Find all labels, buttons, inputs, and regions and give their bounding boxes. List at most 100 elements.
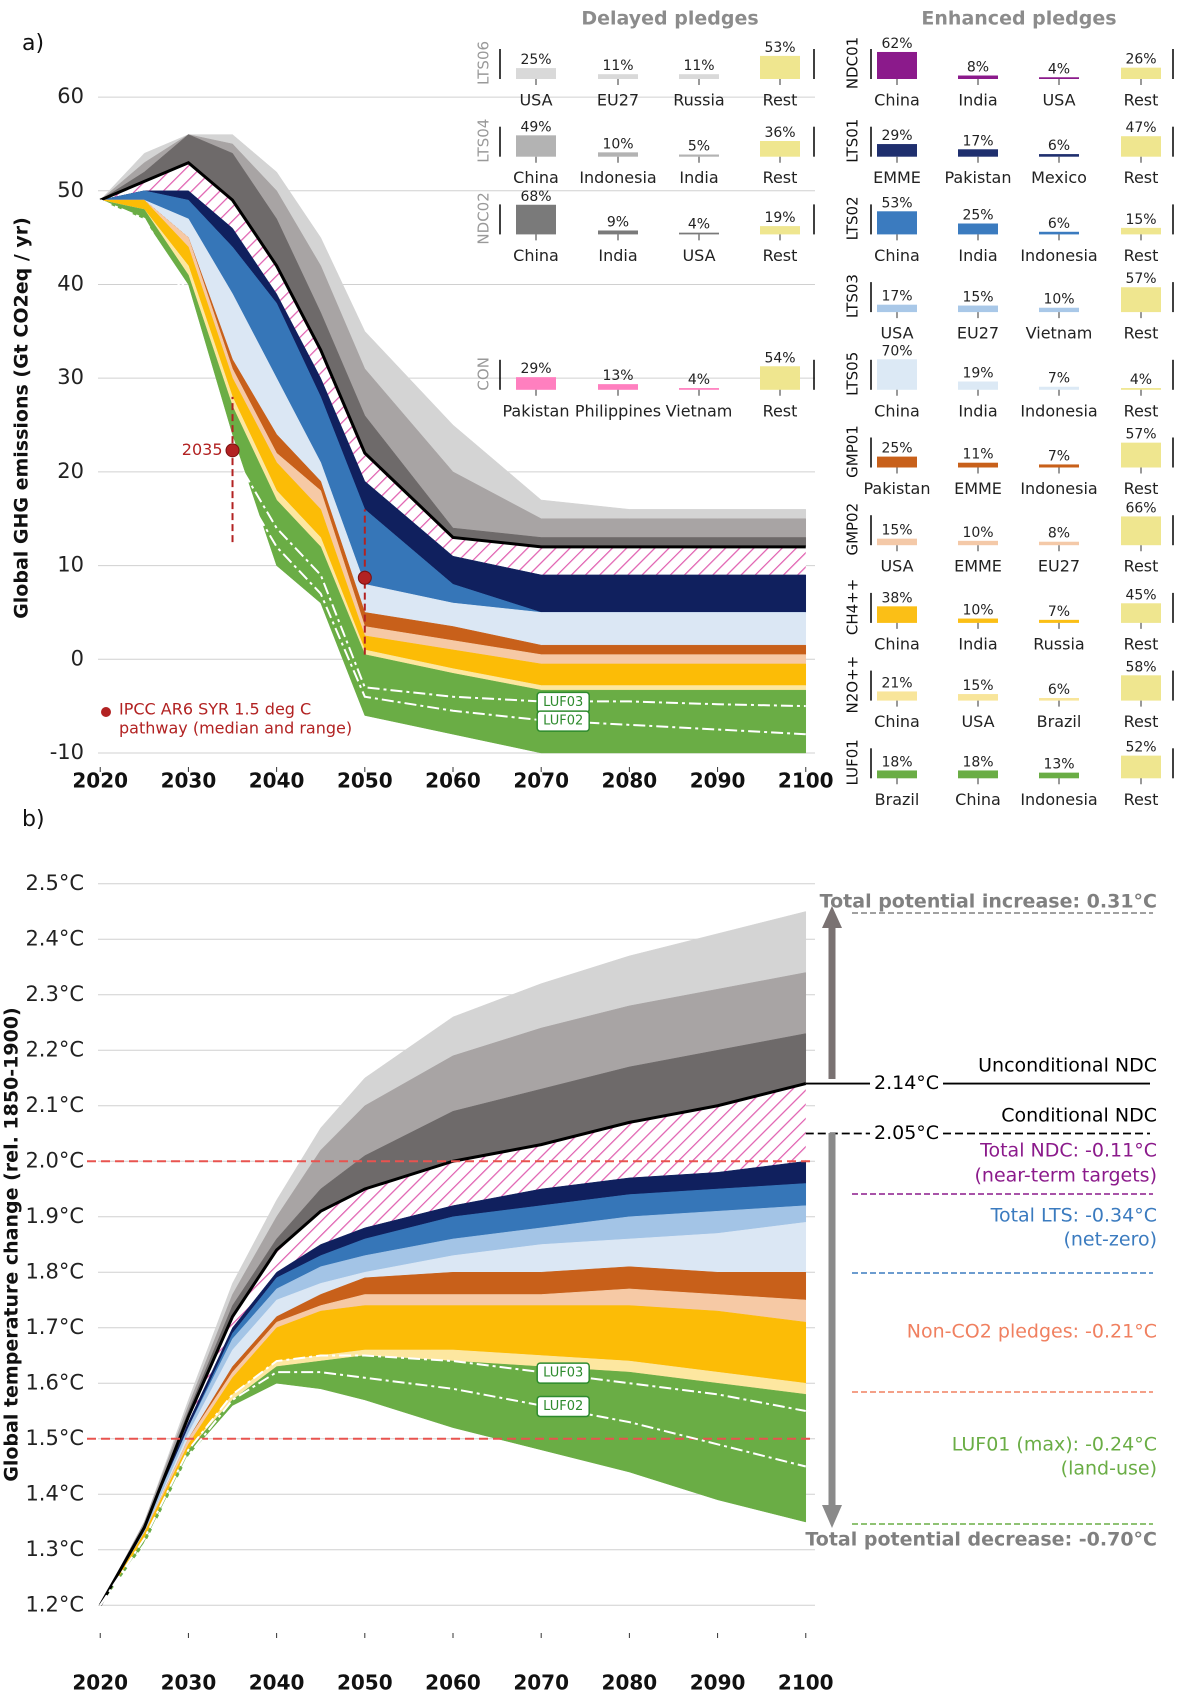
bar	[1121, 388, 1161, 390]
pledge-title: LTS05	[844, 352, 862, 396]
category-label: Rest	[1124, 557, 1159, 576]
bar	[1039, 307, 1079, 313]
bar	[1039, 77, 1079, 79]
pledge-title: LTS03	[844, 274, 862, 318]
category-label: China	[874, 246, 920, 265]
value-label: 57%	[1125, 427, 1156, 443]
y-tick-label: 2.5°C	[25, 871, 84, 895]
bar	[877, 144, 917, 157]
category-label: Brazil	[1037, 712, 1082, 731]
value-label: 66%	[1125, 500, 1156, 516]
pledge-title: N2O++	[844, 656, 862, 714]
x-tick-label: 2080	[602, 769, 658, 793]
category-label: Rest	[763, 168, 798, 187]
value-label: 19%	[764, 210, 795, 226]
ipcc-median	[225, 443, 240, 458]
bar	[1039, 464, 1079, 468]
value-label: 62%	[881, 36, 912, 52]
category-label: EU27	[1038, 557, 1080, 576]
x-tick-label: 2080	[602, 1671, 658, 1695]
y-tick-label: 1.2°C	[25, 1592, 84, 1616]
pledge-chart: LTS02 53% China 25% India 6% Indonesia 15% Rest	[844, 195, 1174, 265]
y-axis-label: Global temperature change (rel. 1850-190…	[1, 1007, 23, 1482]
value-label: 18%	[962, 754, 993, 770]
x-tick-label: 2060	[425, 1671, 481, 1695]
bar	[877, 606, 917, 623]
bar	[1039, 541, 1079, 546]
pledge-title: CON	[475, 357, 493, 391]
bar	[877, 538, 917, 546]
category-label: Mexico	[1031, 168, 1087, 187]
edge-line	[98, 1082, 807, 1606]
category-label: USA	[1042, 91, 1075, 110]
pledge-chart: N2O++ 21% China 15% USA 6% Brazil 58% Rest	[844, 656, 1174, 731]
value-label: 54%	[764, 350, 795, 366]
y-tick-label: 1.6°C	[25, 1370, 84, 1394]
bar	[760, 366, 800, 390]
annotation: LUF01 (max): -0.24°C	[952, 1434, 1157, 1456]
bar	[877, 770, 917, 779]
value-label: 7%	[1048, 604, 1070, 620]
annotation: (net-zero)	[1063, 1229, 1157, 1251]
value-label: 4%	[1130, 372, 1152, 388]
bar	[1039, 697, 1079, 701]
y-tick-label: 2.0°C	[25, 1148, 84, 1172]
line-label-box	[536, 710, 590, 732]
y-tick-label: 50	[57, 178, 84, 202]
end-value-label: 2.05°C	[874, 1122, 939, 1144]
category-label: China	[513, 246, 559, 265]
value-label: 45%	[1125, 587, 1156, 603]
value-label: 11%	[602, 58, 633, 74]
value-label: 36%	[764, 125, 795, 141]
category-label: India	[958, 401, 997, 420]
annotation: Total LTS: -0.34°C	[990, 1205, 1157, 1227]
x-tick-label: 2020	[72, 1671, 128, 1695]
y-tick-label: 0	[71, 646, 84, 670]
bar	[598, 74, 638, 79]
annotation: Total potential increase: 0.31°C	[820, 891, 1157, 913]
x-tick-label: 2040	[249, 769, 305, 793]
bar	[958, 540, 998, 546]
x-tick-label: 2040	[249, 1671, 305, 1695]
bar	[1121, 136, 1161, 157]
y-tick-label: 2.2°C	[25, 1037, 84, 1061]
value-label: 52%	[1125, 740, 1156, 756]
x-tick-label: 2100	[778, 769, 834, 793]
pledge-title: LTS06	[475, 41, 493, 85]
category-label: China	[513, 168, 559, 187]
bar	[679, 154, 719, 157]
y-tick-label: 1.8°C	[25, 1259, 84, 1283]
category-label: EMME	[954, 557, 1002, 576]
y-tick-label: 2.3°C	[25, 982, 84, 1006]
value-label: 7%	[1048, 371, 1070, 387]
value-label: 10%	[1043, 292, 1074, 308]
bar	[516, 204, 556, 235]
value-label: 21%	[881, 675, 912, 691]
bar	[877, 691, 917, 701]
scenario-line	[99, 199, 806, 708]
bar	[679, 74, 719, 79]
bar	[958, 305, 998, 313]
pledge-chart: NDC01 62% China 8% India 4% USA 26% Rest	[844, 36, 1174, 110]
x-tick-label: 2050	[337, 1671, 393, 1695]
category-label: China	[874, 634, 920, 653]
x-tick-label: 2100	[778, 1671, 834, 1695]
line-label: LUF02	[543, 714, 583, 729]
plot: 1.2°C 1.3°C 1.4°C 1.5°C 1.6°C 1.7°C 1.8°C 1.9°C…	[1, 871, 1158, 1695]
category-label: India	[958, 634, 997, 653]
category-label: India	[679, 168, 718, 187]
x-tick-label: 2060	[425, 769, 481, 793]
y-tick-label: 2.1°C	[25, 1093, 84, 1117]
bar	[760, 141, 800, 157]
y-tick-label: 1.4°C	[25, 1481, 84, 1505]
category-label: China	[955, 790, 1001, 809]
line-label-box	[536, 1395, 590, 1418]
category-label: Indonesia	[1020, 401, 1097, 420]
category-label: Indonesia	[1020, 246, 1097, 265]
legend-marker	[101, 707, 111, 717]
bar	[1039, 619, 1079, 623]
bar	[1039, 154, 1079, 157]
y-tick-label: 1.7°C	[25, 1315, 84, 1339]
x-tick-label: 2050	[337, 769, 393, 793]
